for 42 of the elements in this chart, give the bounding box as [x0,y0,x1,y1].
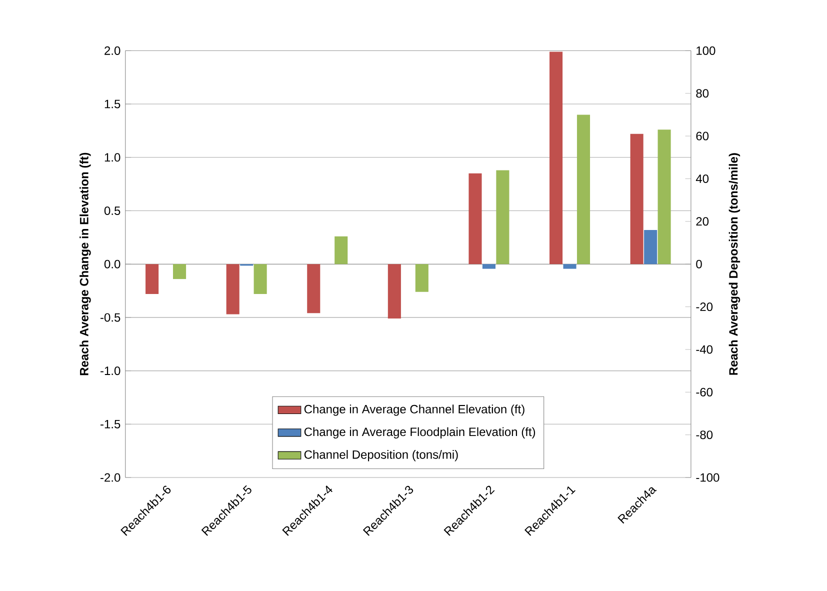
y-tick-label: 0.5 [104,206,120,216]
bar [550,52,563,264]
y2-tick-label: -40 [696,345,713,354]
bar [482,264,496,269]
legend-label: Change in Average Channel Elevation (ft) [304,404,524,416]
bar [254,264,267,294]
y2-tick-label: -60 [696,388,713,396]
bar [307,264,320,314]
y2-tick-label: 80 [696,89,709,98]
y2-tick-label: 100 [696,46,716,55]
bar [226,264,240,314]
y2-axis-title: Reach Averaged Deposition (tons/mile) [728,153,740,375]
bar [644,230,658,264]
bar [576,114,590,264]
y2-tick-label: -20 [696,302,713,312]
bar [388,264,401,319]
bar [563,264,576,269]
bar [630,134,644,264]
y2-tick-label: -80 [696,430,713,440]
y-tick-label: -0.5 [100,313,120,322]
y-tick-label: 1.0 [104,153,120,162]
bar [172,264,186,280]
y-axis-title: Reach Average Change in Elevation (ft) [80,152,91,376]
y2-tick-label: 0 [696,260,702,268]
y2-tick-label: 40 [696,174,709,184]
y-tick-label: -1.0 [100,366,120,376]
legend-label: Change in Average Floodplain Elevation (ft) [304,427,536,439]
bar [415,264,428,292]
legend-label: Channel Deposition (tons/mi) [304,450,458,462]
y-tick-label: 1.5 [104,100,120,108]
y2-tick-label: -100 [696,473,720,482]
bar [496,170,510,264]
bar [658,130,671,264]
y2-tick-label: 20 [696,217,709,226]
y-tick-label: -2.0 [100,473,120,482]
y-tick-label: -1.5 [100,420,120,428]
bar [146,264,159,294]
y-tick-label: 2.0 [104,46,120,55]
bar [334,236,348,264]
bar [468,173,482,264]
y-tick-label: 0.0 [104,260,120,268]
y2-tick-label: 60 [696,132,709,140]
